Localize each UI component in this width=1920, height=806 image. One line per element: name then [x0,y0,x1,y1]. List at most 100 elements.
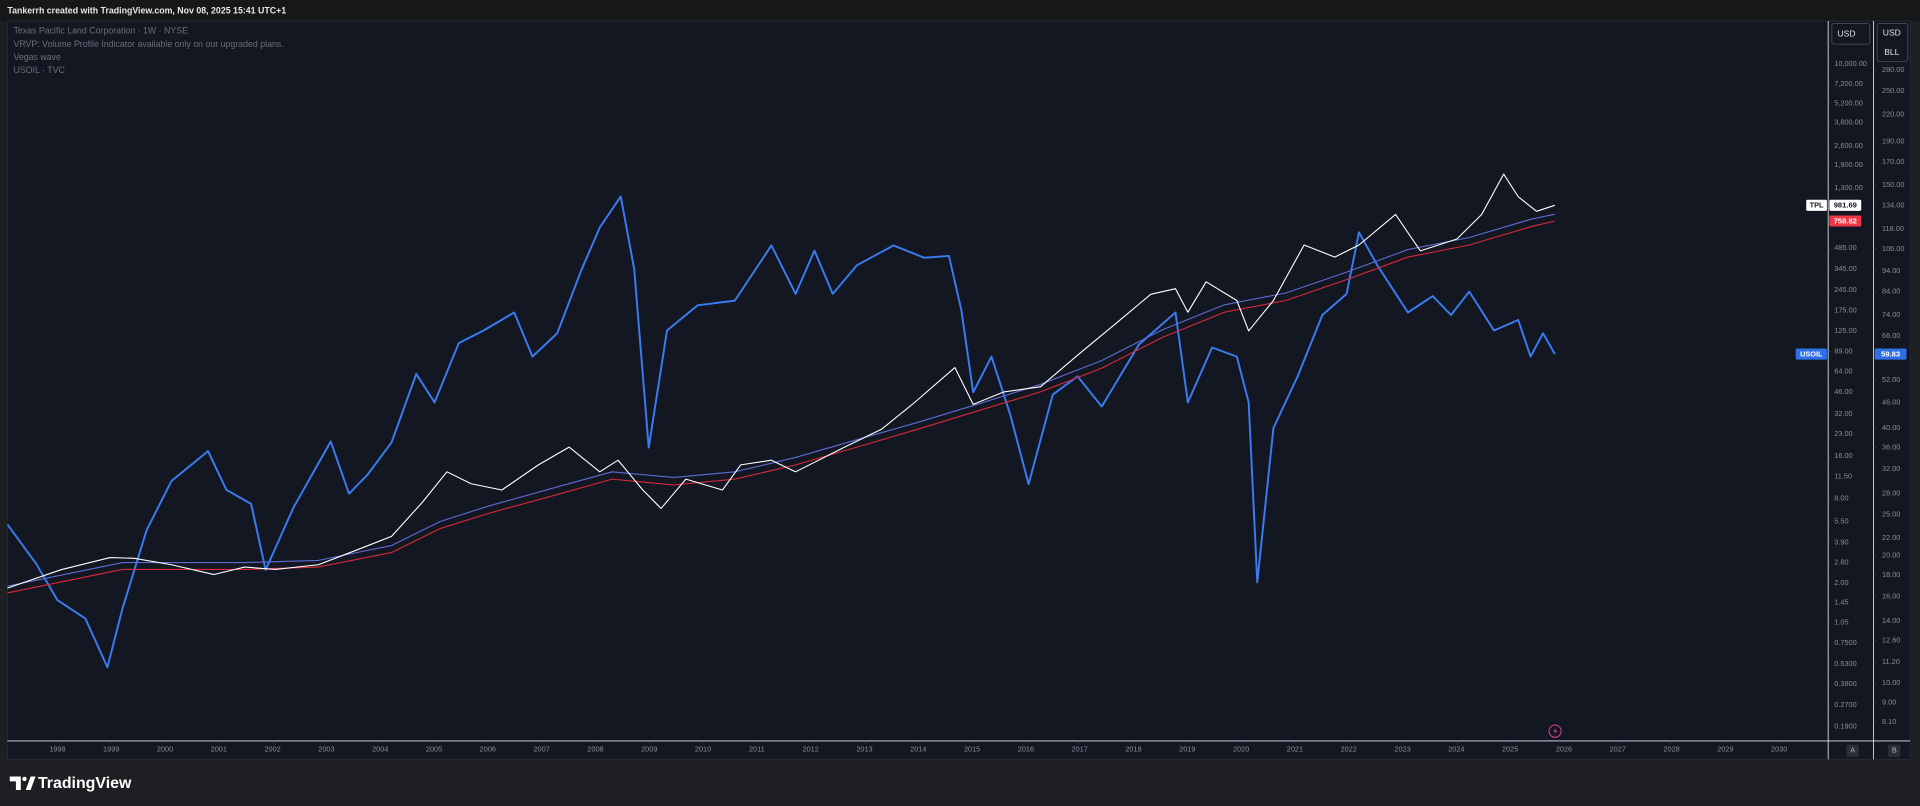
y2-tick-label: 22.00 [1882,533,1900,542]
x-tick-label: 2011 [749,744,765,753]
axis-button-label: B [1892,746,1897,755]
y-tick-label: 10,000.00 [1834,59,1867,68]
currency-label: USD [1883,27,1901,37]
y-tick-label: 0.7500 [1834,638,1856,647]
currency-button[interactable] [1831,22,1871,45]
x-tick-label: 1998 [49,744,65,753]
y-tick-label: 2.80 [1834,557,1848,566]
series-name-tag [1806,199,1827,211]
x-tick-label: 2019 [1179,744,1195,753]
y2-tick-label: 150.00 [1882,180,1904,189]
x-tick-label: 2006 [480,744,496,753]
y2-tick-label: 9.00 [1882,697,1896,706]
y2-tick-label: 134.00 [1882,201,1904,210]
y-tick-label: 0.2700 [1834,700,1856,709]
brand-name: TradingView [38,775,132,792]
axis-button-label: A [1850,746,1855,755]
x-tick-label: 2016 [1018,744,1034,753]
series-name-label: USOIL [1800,349,1823,358]
y-tick-label: 89.00 [1834,347,1852,356]
y-tick-label: 0.1900 [1834,721,1856,730]
y-tick-label: 8.00 [1834,493,1848,502]
y-tick-label: 32.00 [1834,409,1852,418]
series-name-tag [1795,348,1827,360]
y-tick-label: 5.50 [1834,516,1848,525]
y2-tick-label: 190.00 [1882,136,1904,145]
y2-tick-label: 46.00 [1882,397,1900,406]
x-tick-label: 2021 [1287,744,1303,753]
y2-tick-label: 32.00 [1882,464,1900,473]
y2-tick-label: 280.00 [1882,65,1904,74]
y-tick-label: 46.00 [1834,387,1852,396]
legend-line: VRVP: Volume Profile Indicator available… [13,39,283,49]
price-tag-label: 59.83 [1881,349,1900,358]
x-tick-label: 2001 [211,744,227,753]
y-tick-label: 125.00 [1834,326,1856,335]
header-text: Tankerrh created with TradingView.com, N… [7,5,286,15]
y-tick-label: 1.05 [1834,617,1848,626]
x-tick-label: 2010 [695,744,711,753]
x-tick-label: 2015 [964,744,980,753]
currency-label: USD [1837,29,1855,39]
x-tick-label: 2012 [803,744,819,753]
chart-panel [6,20,1911,760]
x-tick-label: 2014 [910,744,926,753]
y2-tick-label: 18.00 [1882,570,1900,579]
event-icon[interactable] [1548,724,1562,738]
y-tick-label: 7,200.00 [1834,79,1863,88]
x-tick-label: 2029 [1717,744,1733,753]
price-tag [1874,348,1907,360]
y-tick-label: 1,300.00 [1834,183,1863,192]
y2-tick-label: 94.00 [1882,266,1900,275]
currency-button[interactable] [1876,22,1909,62]
x-tick-label: 2013 [856,744,872,753]
x-tick-label: 2017 [1072,744,1088,753]
x-tick-label: 2024 [1448,744,1464,753]
y-tick-label: 16.00 [1834,451,1852,460]
y2-tick-label: 106.00 [1882,244,1904,253]
y2-tick-label: 25.00 [1882,509,1900,518]
price-tag [1829,199,1862,211]
y-tick-label: 5,200.00 [1834,99,1863,108]
y2-tick-label: 170.00 [1882,157,1904,166]
y-tick-label: 3.90 [1834,537,1848,546]
y2-tick-label: 250.00 [1882,86,1904,95]
event-icon-bolt [1553,726,1558,736]
y2-tick-label: 12.60 [1882,636,1900,645]
plot [7,173,1556,669]
series-line [7,220,1555,594]
y2-tick-label: 52.00 [1882,375,1900,384]
y2-tick-label: 28.00 [1882,489,1900,498]
x-tick-label: 2023 [1394,744,1410,753]
y2-tick-label: 36.00 [1882,442,1900,451]
y-tick-label: 245.00 [1834,285,1856,294]
price-tag-label: 981.69 [1834,201,1857,210]
axis-button[interactable] [1846,744,1859,757]
y-tick-label: 175.00 [1834,305,1856,314]
y-tick-label: 485.00 [1834,243,1856,252]
logo-shape [25,776,36,790]
y-tick-label: 0.3800 [1834,679,1856,688]
series-line [7,213,1555,587]
y-tick-label: 345.00 [1834,264,1856,273]
y2-tick-label: 11.20 [1882,657,1900,666]
x-tick-label: 2008 [587,744,603,753]
top-bar [0,0,1920,21]
x-tick-label: 2004 [372,744,388,753]
y-tick-label: 1.45 [1834,598,1848,607]
y2-tick-label: 84.00 [1882,287,1900,296]
series-line [7,195,1556,669]
axis-button[interactable] [1888,744,1901,757]
y2-tick-label: 20.00 [1882,551,1900,560]
series-line [7,173,1555,589]
unit-label: BLL [1884,47,1899,57]
price-tag-label: 758.82 [1834,216,1857,225]
series-name-label: TPL [1810,201,1824,210]
x-tick-label: 2030 [1771,744,1787,753]
y-tick-label: 2,600.00 [1834,141,1863,150]
x-tick-label: 2007 [533,744,549,753]
y2-tick-label: 40.00 [1882,423,1900,432]
x-tick-label: 2002 [264,744,280,753]
